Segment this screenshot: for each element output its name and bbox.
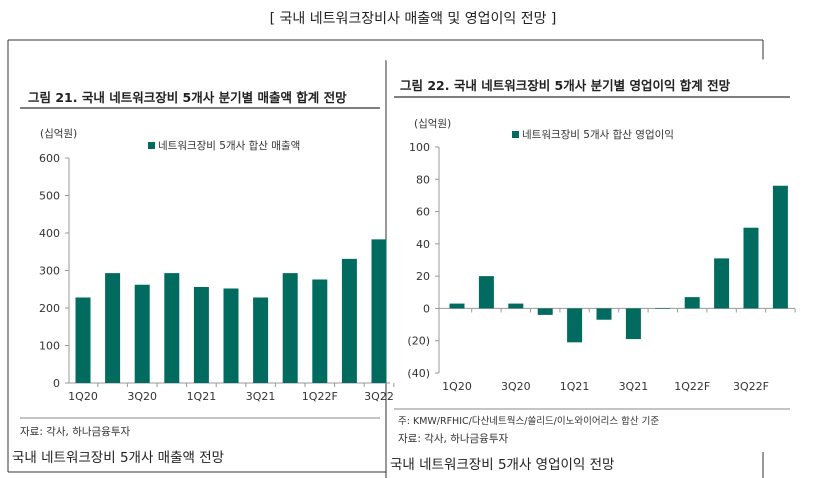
- x-tick-label: 1Q20: [68, 390, 98, 403]
- y-tick-label: 60: [416, 206, 430, 219]
- legend-profit: 네트워크장비 5개사 합산 영업이익: [512, 127, 674, 142]
- legend-swatch: [148, 142, 155, 149]
- bar-1Q22F: [684, 297, 700, 309]
- x-tick-label: 3Q20: [501, 380, 531, 393]
- y-tick-label: 0: [423, 302, 430, 315]
- chart-title-sales: 그림 21. 국내 네트워크장비 5개사 분기별 매출액 합계 전망: [28, 90, 347, 105]
- caption-profit: 국내 네트워크장비 5개사 영업이익 전망: [390, 457, 615, 473]
- x-tick-label: 1Q22F: [302, 390, 338, 403]
- page-title: [ 국내 네트워크장비사 매출액 및 영업이익 전망 ]: [269, 11, 557, 27]
- bar-3Q22F: [371, 239, 387, 383]
- y-tick-label: 100: [409, 141, 430, 154]
- operating-profit-chart: (40) (20) 0 20 40 60 80 100 1Q20 3Q20 1Q21 3Q21 1Q22…: [407, 141, 796, 393]
- legend-swatch: [512, 131, 519, 138]
- bar-3Q20: [134, 284, 150, 383]
- bar-1Q20: [75, 297, 91, 383]
- y-tick-label: 300: [39, 265, 60, 278]
- y-tick-label: (20): [407, 335, 430, 348]
- y-tick-label: 40: [416, 238, 430, 251]
- bar-2Q22F: [341, 258, 357, 383]
- caption-sales: 국내 네트워크장비 5개사 매출액 전망: [12, 450, 225, 466]
- bar-4Q21: [282, 273, 298, 383]
- bar-2Q21: [596, 308, 612, 320]
- bar-4Q20: [537, 308, 553, 315]
- source-profit: 자료: 각사, 하나금융투자: [398, 433, 509, 445]
- bar-1Q22F: [312, 279, 328, 383]
- x-tick-label: 1Q21: [560, 380, 590, 393]
- x-tick-label: 1Q21: [187, 390, 217, 403]
- y-tick-label: (40): [407, 367, 430, 380]
- sales-chart: 0 100 200 300 400 500 600 1Q20 3Q20 1Q21 3Q21 1Q22F…: [39, 152, 395, 403]
- chart-title-profit: 그림 22. 국내 네트워크장비 5개사 분기별 영업이익 합계 전망: [400, 78, 731, 93]
- x-tick-label: 3Q21: [246, 390, 276, 403]
- legend-sales: 네트워크장비 5개사 합산 매출액: [148, 138, 300, 153]
- y-tick-label: 0: [53, 377, 60, 390]
- bar-1Q20: [449, 303, 465, 309]
- x-tick-label: 3Q21: [619, 380, 649, 393]
- bar-3Q22F: [743, 227, 759, 309]
- y-tick-label: 20: [416, 270, 430, 283]
- bar-4Q22F: [772, 185, 788, 309]
- bar-1Q21: [567, 308, 583, 343]
- unit-label-profit: (십억원): [414, 118, 452, 130]
- y-tick-label: 200: [39, 302, 60, 315]
- bar-3Q21: [253, 297, 269, 383]
- y-tick-label: 600: [39, 152, 60, 165]
- x-tick-label: 3Q22: [364, 390, 394, 403]
- bar-2Q21: [223, 288, 239, 383]
- x-tick-label: 1Q20: [442, 380, 472, 393]
- y-tick-label: 80: [416, 173, 430, 186]
- bar-4Q20: [164, 273, 180, 383]
- x-tick-label: 3Q22F: [733, 380, 769, 393]
- bar-3Q20: [508, 303, 524, 309]
- y-tick-label: 400: [39, 227, 60, 240]
- y-tick-label: 100: [39, 340, 60, 353]
- legend-label: 네트워크장비 5개사 합산 매출액: [158, 140, 301, 152]
- note-profit: 주: KMW/RFHIC/다산네트웍스/쏠리드/이노와이어리스 합산 기준: [398, 416, 660, 427]
- bar-2Q20: [478, 276, 494, 309]
- x-tick-label: 3Q20: [127, 390, 157, 403]
- unit-label-sales: (십억원): [40, 128, 78, 140]
- bar-2Q20: [105, 273, 121, 383]
- bar-4Q21: [655, 308, 671, 309]
- y-tick-label: 500: [39, 190, 60, 203]
- x-tick-label: 1Q22F: [674, 380, 710, 393]
- bar-1Q21: [193, 287, 209, 383]
- bar-2Q22F: [714, 258, 730, 309]
- bar-3Q21: [625, 308, 641, 340]
- legend-label: 네트워크장비 5개사 합산 영업이익: [522, 129, 674, 141]
- source-sales: 자료: 각사, 하나금융투자: [20, 426, 131, 438]
